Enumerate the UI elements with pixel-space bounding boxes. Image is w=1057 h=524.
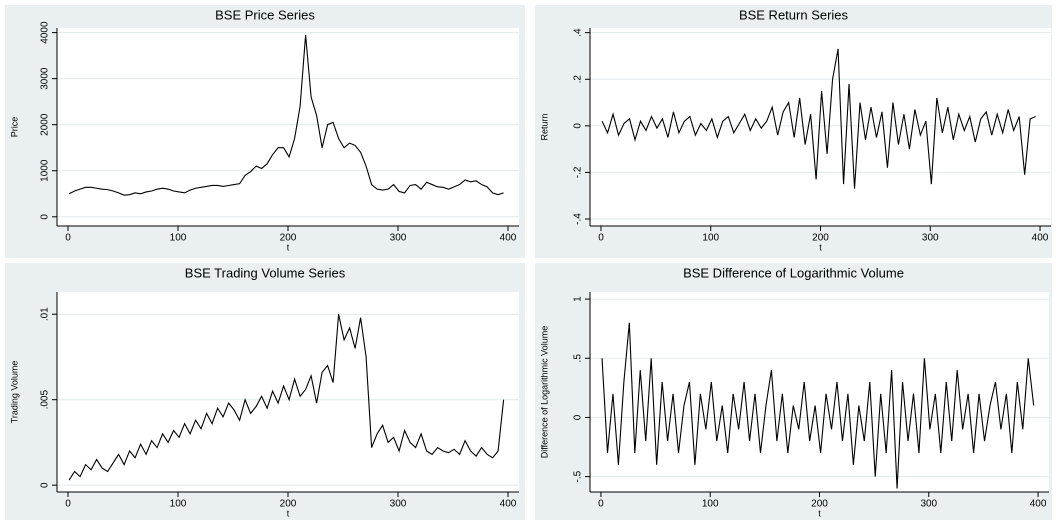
x-tick-label: 300 — [390, 499, 407, 510]
y-tick-label: .4 — [573, 28, 584, 37]
x-tick-label: 0 — [65, 499, 71, 510]
y-tick-label: .5 — [573, 354, 584, 363]
plot-area — [590, 292, 1049, 492]
x-tick-label: 300 — [920, 499, 937, 510]
y-axis-label: Price — [9, 117, 19, 138]
plot-area — [590, 28, 1051, 226]
y-tick-label: 1 — [573, 296, 584, 302]
data-line — [68, 314, 505, 481]
x-tick-label: 100 — [702, 233, 719, 244]
x-axis-label: t — [287, 242, 290, 252]
x-tick-label: 0 — [65, 233, 71, 244]
data-line — [68, 34, 504, 196]
y-tick-label: -.2 — [573, 166, 584, 178]
x-tick-label: 300 — [390, 233, 407, 244]
x-tick-label: 0 — [598, 499, 604, 510]
y-tick-label: 0 — [573, 414, 584, 420]
y-axis-label: Return — [539, 113, 549, 140]
x-tick-label: 200 — [811, 499, 828, 510]
x-tick-label: 200 — [812, 233, 829, 244]
x-axis-label: t — [818, 508, 821, 518]
chart-title: BSE Trading Volume Series — [185, 265, 346, 280]
chart-title: BSE Price Series — [215, 7, 315, 22]
x-tick-label: 100 — [170, 499, 187, 510]
x-tick-label: 100 — [702, 499, 719, 510]
plot-area — [57, 28, 519, 226]
x-tick-label: 400 — [500, 499, 517, 510]
chart-title: BSE Difference of Logarithmic Volume — [683, 265, 904, 280]
y-tick-label: 0 — [573, 123, 584, 129]
x-tick-label: 100 — [170, 233, 187, 244]
x-tick-label: 0 — [598, 233, 604, 244]
x-axis-label: t — [819, 242, 822, 252]
y-tick-label: -.4 — [573, 213, 584, 225]
plot-area — [57, 292, 519, 492]
x-tick-label: 400 — [500, 233, 517, 244]
x-axis-label: t — [287, 508, 290, 518]
y-axis-label: Difference of Logarithmic Volume — [539, 326, 549, 458]
x-tick-label: 400 — [1032, 233, 1049, 244]
y-tick-label: .005 — [40, 390, 51, 410]
x-tick-label: 300 — [922, 233, 939, 244]
x-tick-label: 200 — [280, 233, 297, 244]
chart-title: BSE Return Series — [739, 7, 849, 22]
y-tick-label: 2000 — [40, 113, 51, 136]
x-tick-label: 400 — [1030, 499, 1047, 510]
y-tick-label: 1000 — [40, 159, 51, 182]
x-tick-label: 200 — [280, 499, 297, 510]
y-tick-label: .01 — [40, 307, 51, 321]
y-axis-label: Trading Volume — [9, 361, 19, 424]
data-line — [601, 322, 1035, 489]
y-tick-label: 0 — [40, 214, 51, 220]
y-tick-label: 3000 — [40, 67, 51, 90]
y-tick-label: 4000 — [40, 21, 51, 44]
y-tick-label: 0 — [40, 482, 51, 488]
data-line — [601, 48, 1036, 189]
y-tick-label: .2 — [573, 75, 584, 84]
y-tick-label: -.5 — [573, 470, 584, 482]
